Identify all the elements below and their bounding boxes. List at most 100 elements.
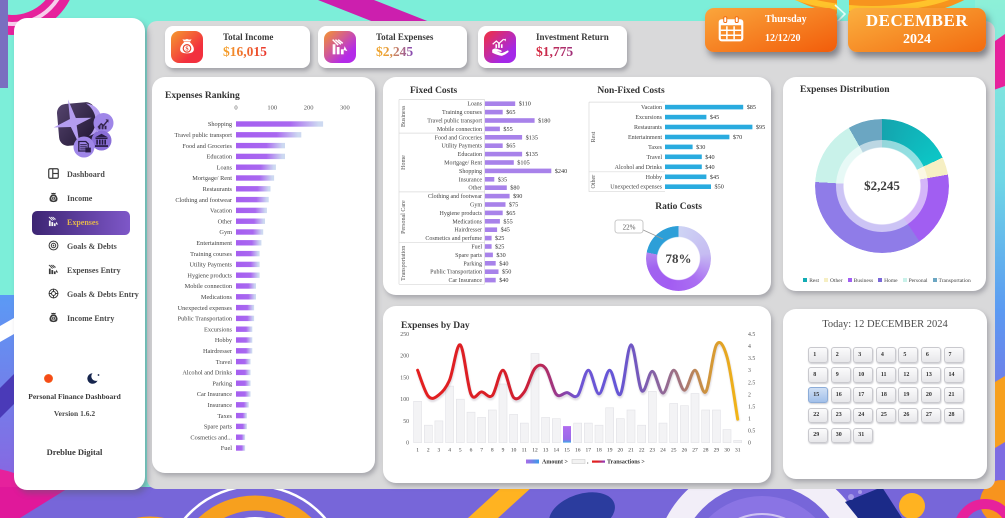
svg-text:Education: Education xyxy=(206,154,232,161)
svg-text:Taxes: Taxes xyxy=(648,145,663,151)
svg-text:$105: $105 xyxy=(517,160,529,167)
svg-text:$95: $95 xyxy=(756,124,765,131)
svg-text:250: 250 xyxy=(400,332,409,338)
svg-text:Hygiene products: Hygiene products xyxy=(440,211,483,217)
svg-text:13: 13 xyxy=(543,448,549,454)
svg-text:Gym: Gym xyxy=(219,229,232,236)
svg-text:Utility Payments: Utility Payments xyxy=(442,144,483,150)
svg-text:27: 27 xyxy=(692,448,698,454)
svg-text:150: 150 xyxy=(400,375,409,381)
svg-text:Travel public transport: Travel public transport xyxy=(427,119,482,125)
svg-text:Rest: Rest xyxy=(591,131,597,142)
svg-text:Mortgage/ Rent: Mortgage/ Rent xyxy=(444,161,482,167)
svg-text:$25: $25 xyxy=(495,235,504,242)
svg-text:$: $ xyxy=(53,197,55,201)
svg-text:$135: $135 xyxy=(526,151,538,158)
svg-text:0: 0 xyxy=(234,105,237,112)
svg-text:Mobile connection: Mobile connection xyxy=(185,283,233,290)
svg-text:$: $ xyxy=(53,317,55,321)
svg-text:$45: $45 xyxy=(501,227,510,234)
svg-text:Excursions: Excursions xyxy=(635,115,662,121)
svg-text:9: 9 xyxy=(502,448,505,454)
svg-text:$30: $30 xyxy=(496,252,505,259)
svg-text:12: 12 xyxy=(532,448,538,454)
svg-text:Medications: Medications xyxy=(201,294,233,301)
svg-text:14: 14 xyxy=(554,448,560,454)
svg-text:Clothing and footwear: Clothing and footwear xyxy=(428,193,482,200)
svg-text:$80: $80 xyxy=(510,185,519,192)
svg-text:25: 25 xyxy=(671,448,677,454)
svg-text:17: 17 xyxy=(586,448,592,454)
svg-text:Restaurants: Restaurants xyxy=(634,125,663,131)
svg-text:Hobby: Hobby xyxy=(646,175,662,181)
svg-text:Spare parts: Spare parts xyxy=(204,424,233,431)
svg-text:Personal Care: Personal Care xyxy=(401,200,407,234)
svg-text:Hobby: Hobby xyxy=(215,337,233,344)
svg-text:Utility Payments: Utility Payments xyxy=(189,262,232,269)
svg-text:200: 200 xyxy=(400,354,409,360)
svg-text:2: 2 xyxy=(748,392,751,398)
svg-text:18: 18 xyxy=(596,448,602,454)
svg-text:1.5: 1.5 xyxy=(748,404,755,410)
svg-text:$45: $45 xyxy=(710,114,719,121)
svg-text:$65: $65 xyxy=(506,210,515,217)
svg-text:Public Transportation: Public Transportation xyxy=(430,270,482,276)
svg-text:$50: $50 xyxy=(502,269,511,276)
svg-text:Ratio Costs: Ratio Costs xyxy=(655,202,702,212)
svg-text:Loans: Loans xyxy=(217,164,233,171)
svg-text:Education: Education xyxy=(458,152,482,158)
svg-text:$90: $90 xyxy=(513,193,522,200)
svg-text:Fuel: Fuel xyxy=(471,245,482,251)
svg-text:0.5: 0.5 xyxy=(748,429,755,435)
svg-text:Transportation: Transportation xyxy=(401,246,407,281)
svg-text:7: 7 xyxy=(480,448,483,454)
svg-text:Mortgage/ Rent: Mortgage/ Rent xyxy=(192,175,232,182)
svg-text:19: 19 xyxy=(607,448,613,454)
svg-text:$65: $65 xyxy=(506,143,515,150)
svg-text:Entertainment: Entertainment xyxy=(628,135,662,141)
svg-text:10: 10 xyxy=(511,448,517,454)
svg-text:Alcohol and Drinks: Alcohol and Drinks xyxy=(615,165,663,171)
svg-text:Fixed Costs: Fixed Costs xyxy=(410,86,458,96)
svg-text:Taxes: Taxes xyxy=(217,413,232,420)
svg-text:$40: $40 xyxy=(499,277,508,284)
svg-text:Expenses by Day: Expenses by Day xyxy=(401,321,470,331)
svg-text:Other: Other xyxy=(218,218,233,225)
svg-text:$45: $45 xyxy=(710,174,719,181)
svg-text:Hairdresser: Hairdresser xyxy=(454,228,482,234)
svg-text:30: 30 xyxy=(724,448,730,454)
svg-text:28: 28 xyxy=(703,448,709,454)
svg-text:100: 100 xyxy=(267,105,277,112)
svg-text:Food and Groceries: Food and Groceries xyxy=(435,135,483,141)
svg-text:$25: $25 xyxy=(495,244,504,251)
svg-text:$85: $85 xyxy=(747,104,756,111)
svg-text:$110: $110 xyxy=(519,101,531,108)
svg-text:Insurance: Insurance xyxy=(208,402,233,409)
svg-text:3.5: 3.5 xyxy=(748,356,755,362)
svg-text:$55: $55 xyxy=(503,126,512,133)
svg-text:Amount >: Amount > xyxy=(542,460,569,466)
svg-text:0: 0 xyxy=(406,441,409,447)
svg-text:Unexpected expenses: Unexpected expenses xyxy=(178,305,233,312)
svg-text:Fuel: Fuel xyxy=(221,445,232,452)
svg-text:Hairdresser: Hairdresser xyxy=(203,348,233,355)
svg-text:16: 16 xyxy=(575,448,581,454)
svg-text:Hygiene products: Hygiene products xyxy=(187,272,232,279)
svg-text:$55: $55 xyxy=(503,218,512,225)
svg-text:$240: $240 xyxy=(555,168,567,175)
svg-text:0: 0 xyxy=(748,441,751,447)
svg-text:$: $ xyxy=(185,46,189,53)
svg-text:100: 100 xyxy=(400,397,409,403)
svg-text:Transactions >: Transactions > xyxy=(607,460,645,466)
svg-text:$40: $40 xyxy=(705,164,714,171)
svg-text:Clothing and footwear: Clothing and footwear xyxy=(175,197,233,204)
svg-text:6: 6 xyxy=(470,448,473,454)
svg-text:22: 22 xyxy=(639,448,645,454)
svg-text:Alcohol and Drinks: Alcohol and Drinks xyxy=(182,370,232,377)
svg-text:4: 4 xyxy=(748,344,751,350)
svg-text:Unexpected expenses: Unexpected expenses xyxy=(610,185,662,191)
svg-text:Non-Fixed Costs: Non-Fixed Costs xyxy=(597,86,665,96)
svg-text:4.5: 4.5 xyxy=(748,332,755,338)
svg-text:3: 3 xyxy=(748,368,751,374)
svg-text:Food and Groceries: Food and Groceries xyxy=(182,143,232,150)
